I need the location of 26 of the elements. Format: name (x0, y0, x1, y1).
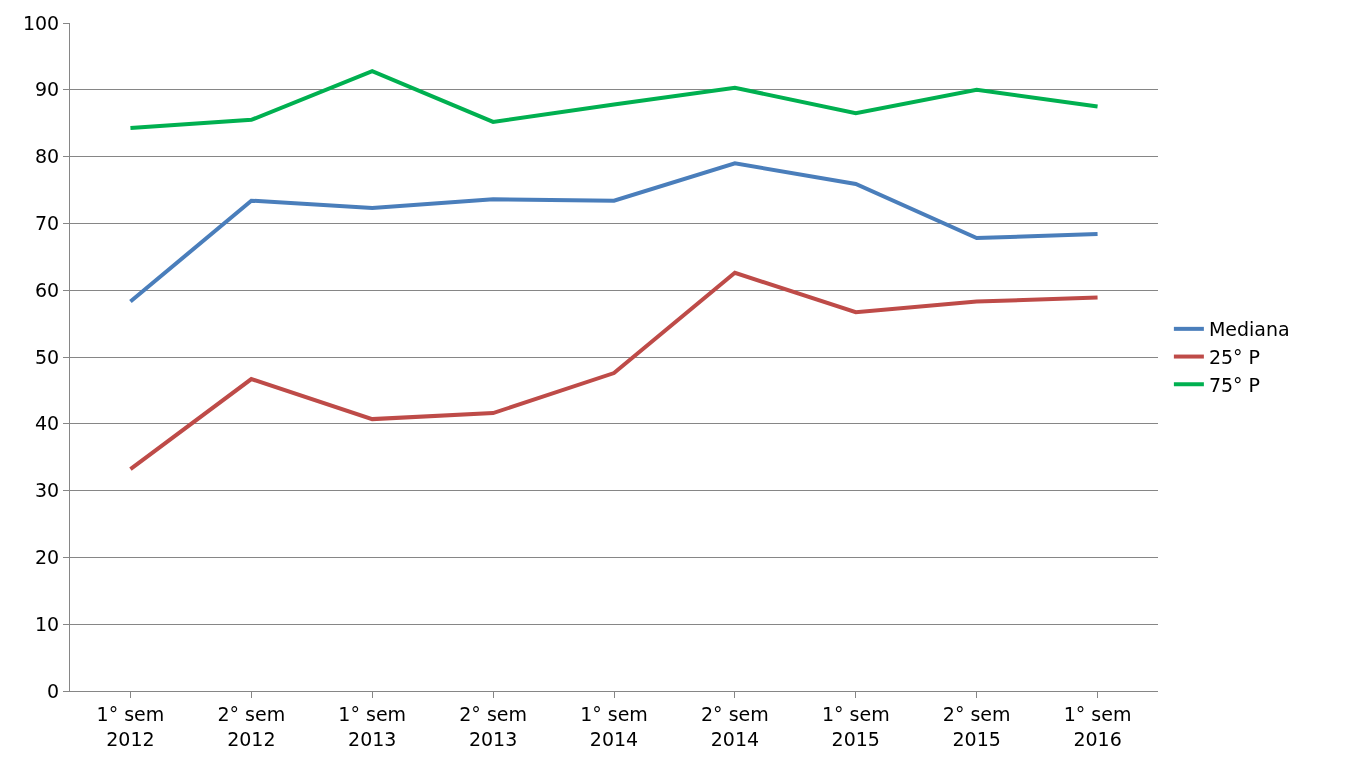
x-tick-label: 1° sem 2016 (1063, 702, 1132, 750)
x-tick-label: 2° sem 2014 (701, 702, 769, 750)
x-tick-label: 1° sem 2015 (821, 702, 890, 750)
x-tick-label: 1° sem 2014 (580, 702, 648, 750)
x-tick-label: 2° sem 2015 (942, 702, 1011, 750)
y-tick-label: 80 (35, 145, 60, 168)
x-tick-label: 2° sem 2012 (217, 702, 286, 750)
line-series (128, 161, 1100, 304)
x-tick-label: 1° sem 2013 (338, 702, 407, 750)
y-tick-label: 100 (22, 11, 60, 34)
line-series (128, 69, 1100, 130)
y-tick-label: 50 (35, 345, 60, 368)
y-tick-label: 70 (35, 212, 60, 235)
x-tick-label: 2° sem 2013 (459, 702, 527, 750)
y-tick-label: 0 (47, 679, 60, 702)
y-tick-label: 90 (35, 78, 60, 101)
y-tick-label: 30 (35, 479, 60, 502)
y-tick-label: 60 (35, 278, 60, 301)
line-series (128, 270, 1100, 472)
x-tick-label: 1° sem 2012 (96, 702, 165, 750)
y-tick-label: 40 (35, 412, 60, 435)
y-tick-label: 10 (35, 612, 60, 635)
legend-label: Mediana (1208, 318, 1290, 341)
legend-label: 75° P (1208, 373, 1261, 396)
y-tick-label: 20 (35, 546, 60, 569)
legend-label: 25° P (1208, 345, 1261, 368)
